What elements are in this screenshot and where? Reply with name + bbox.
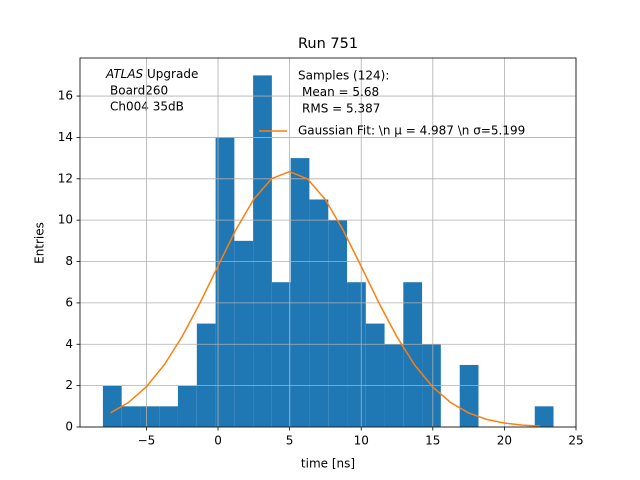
y-tick-label: 14: [58, 130, 73, 144]
chart-title: Run 751: [298, 36, 358, 52]
annotation-label: Upgrade: [147, 67, 198, 81]
annotation-line: Ch004 35dB: [110, 100, 184, 114]
legend-label: Mean = 5.68: [302, 85, 379, 99]
bar: [534, 406, 554, 427]
fit-line: [110, 170, 541, 427]
x-axis-label: time [ns]: [301, 457, 355, 471]
annotation-title: ATLAS Upgrade: [105, 67, 198, 81]
y-tick-label: 6: [65, 295, 73, 309]
x-tick-label: 20: [497, 434, 512, 448]
bar: [459, 364, 479, 427]
bar: [290, 158, 310, 427]
y-tick-label: 4: [65, 337, 73, 351]
legend-label: Gaussian Fit: \n μ = 4.987 \n σ=5.199: [298, 124, 525, 138]
y-tick-label: 8: [65, 254, 73, 268]
bar: [177, 385, 197, 427]
y-tick-label: 2: [65, 378, 73, 392]
x-tick-label: 25: [568, 434, 583, 448]
x-tick-label: 10: [354, 434, 369, 448]
legend-label: Samples (124):: [298, 69, 389, 83]
bar: [403, 282, 423, 427]
bar: [347, 282, 366, 427]
bar: [121, 406, 141, 427]
experiment: ATLAS: [105, 67, 144, 81]
y-tick-label: 12: [58, 171, 73, 185]
x-tick-label: −5: [138, 434, 156, 448]
bar: [215, 137, 235, 427]
y-tick-label: 16: [58, 89, 73, 103]
annotation-line: Board260: [110, 84, 168, 98]
x-tick-label: 15: [425, 434, 440, 448]
axes-frame: [79, 57, 577, 428]
bar: [309, 199, 329, 427]
y-tick-label: 0: [65, 420, 73, 434]
bar: [140, 406, 160, 427]
legend-label: RMS = 5.387: [302, 102, 380, 116]
bar: [196, 323, 216, 427]
bar: [102, 385, 122, 427]
bar: [271, 282, 291, 427]
x-tick-label: 0: [214, 434, 222, 448]
bar: [253, 75, 272, 427]
y-tick-label: 10: [58, 213, 73, 227]
bar: [328, 220, 348, 427]
bar: [159, 406, 178, 427]
x-tick-label: 5: [286, 434, 294, 448]
bar: [365, 323, 385, 427]
y-axis-label: Entries: [33, 222, 47, 264]
bar: [234, 240, 254, 427]
